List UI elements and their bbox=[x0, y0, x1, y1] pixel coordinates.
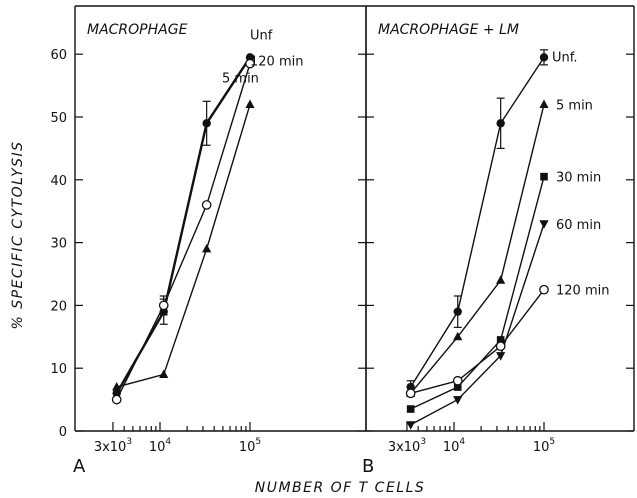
series-line bbox=[116, 104, 251, 388]
panel-letter: B bbox=[362, 456, 374, 477]
series-label: 5 min bbox=[222, 71, 259, 86]
series-label: 5 min bbox=[556, 98, 593, 113]
data-point bbox=[452, 375, 463, 386]
y-tick-label: 60 bbox=[50, 48, 67, 63]
data-point bbox=[453, 307, 462, 316]
y-tick-label: 30 bbox=[50, 237, 67, 252]
panel-a: 0 10 20 30 40 50 60 3x103 104 105 MACROPHAGE A Unf 12… bbox=[50, 5, 367, 477]
data-point bbox=[539, 53, 549, 62]
data-point bbox=[406, 405, 415, 413]
series-label: 30 min bbox=[556, 171, 601, 186]
y-tick-label: 50 bbox=[50, 111, 67, 126]
x-tick-label: 3x103 bbox=[388, 437, 426, 455]
panel-b: 3x103 104 105 MACROPHAGE + LM B Unf. 5 min 30 m… bbox=[362, 5, 635, 477]
data-point bbox=[495, 341, 506, 352]
series-line bbox=[115, 56, 252, 394]
series-5-min: 5 min bbox=[112, 71, 259, 391]
data-point bbox=[496, 336, 505, 344]
series-label: Unf bbox=[250, 28, 273, 43]
panel-title: MACROPHAGE bbox=[87, 22, 188, 38]
data-point bbox=[245, 99, 255, 108]
data-point bbox=[202, 243, 212, 253]
series-label: 120 min bbox=[250, 55, 303, 70]
data-point bbox=[496, 352, 506, 361]
data-point bbox=[539, 284, 549, 295]
series-line bbox=[410, 104, 545, 394]
data-point bbox=[496, 119, 505, 128]
data-point bbox=[112, 382, 122, 391]
series-120-min: 120 min bbox=[111, 55, 303, 405]
data-point bbox=[405, 388, 416, 399]
series-line bbox=[410, 223, 545, 426]
data-point bbox=[158, 300, 169, 311]
y-tick-label: 40 bbox=[50, 174, 67, 189]
y-axis-label: % SPECIFIC CYTOLYSIS bbox=[10, 140, 26, 329]
x-tick-label: 105 bbox=[239, 437, 261, 455]
data-point bbox=[111, 394, 122, 405]
data-point bbox=[540, 172, 548, 181]
x-tick-label: 104 bbox=[443, 437, 466, 455]
x-axis-label: NUMBER OF T CELLS bbox=[255, 480, 426, 496]
x-tick-label: 104 bbox=[149, 437, 172, 455]
data-point bbox=[539, 220, 549, 229]
data-point bbox=[159, 369, 169, 378]
series-60-min: 60 min bbox=[406, 218, 601, 430]
panel-title: MACROPHAGE + LM bbox=[378, 22, 519, 38]
series-label: 120 min bbox=[556, 284, 609, 299]
series-5-min: 5 min bbox=[406, 98, 593, 397]
series-line bbox=[410, 176, 545, 410]
x-tick-label: 105 bbox=[533, 437, 555, 455]
y-tick-label: 0 bbox=[59, 425, 67, 440]
data-point bbox=[496, 275, 506, 284]
panels: 0 10 20 30 40 50 60 3x103 104 105 MACROPHAGE A Unf 12… bbox=[50, 5, 635, 477]
panel-letter: A bbox=[73, 456, 86, 477]
data-point bbox=[406, 421, 416, 430]
series-line bbox=[410, 289, 545, 394]
series-line bbox=[116, 63, 251, 400]
series-line bbox=[410, 56, 545, 388]
x-tick-label: 3x103 bbox=[94, 437, 132, 455]
data-point bbox=[539, 99, 549, 108]
series-120-min: 120 min bbox=[405, 284, 609, 399]
data-point bbox=[245, 58, 255, 69]
data-point bbox=[453, 383, 462, 391]
data-point bbox=[202, 119, 211, 128]
y-tick-label: 10 bbox=[50, 362, 67, 377]
data-point bbox=[201, 200, 212, 210]
y-tick-label: 20 bbox=[50, 299, 67, 314]
data-point bbox=[453, 396, 463, 405]
data-point bbox=[453, 331, 463, 341]
series-unf: Unf. bbox=[406, 49, 578, 394]
series-label: 60 min bbox=[556, 218, 601, 233]
series-label: Unf. bbox=[552, 50, 578, 65]
